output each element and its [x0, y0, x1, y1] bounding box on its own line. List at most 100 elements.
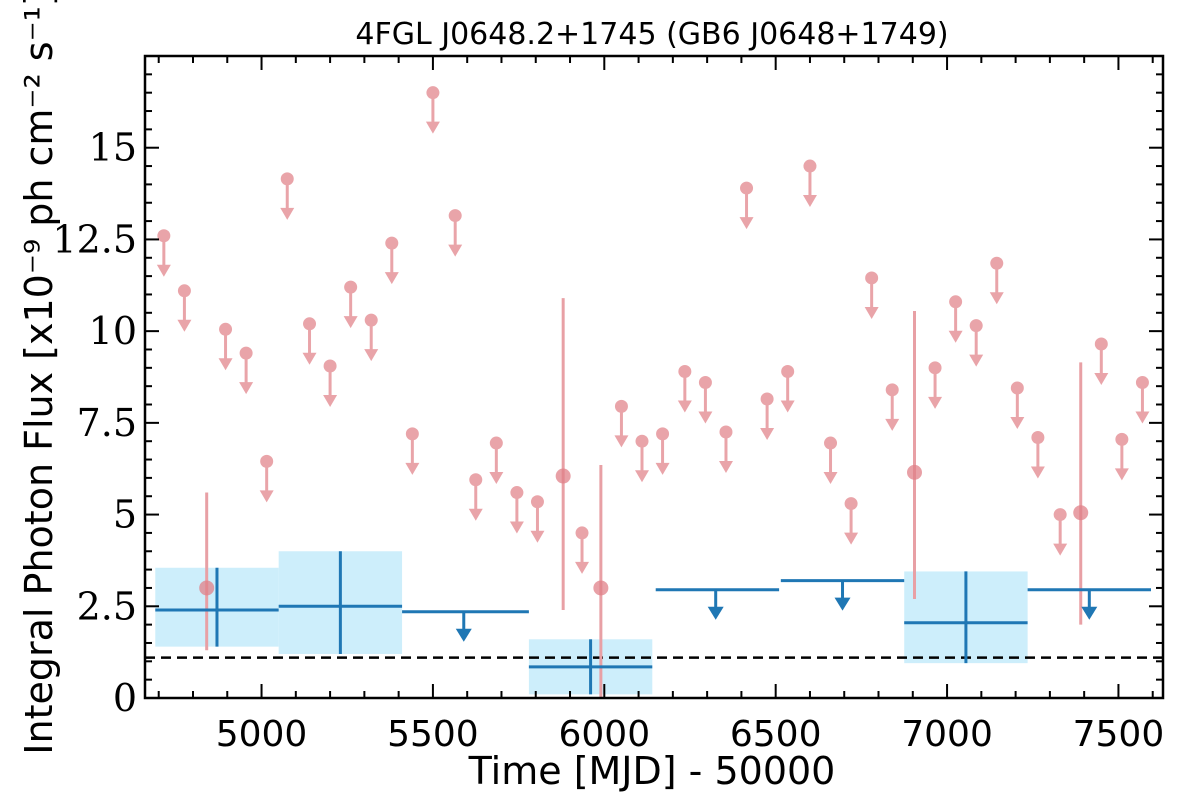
- ul-marker: [426, 86, 440, 100]
- ul-arrowhead: [1030, 466, 1045, 479]
- ul-arrowhead: [448, 244, 463, 257]
- ul-arrowhead: [177, 319, 192, 332]
- ul-arrowhead: [780, 400, 795, 413]
- x-tick-label: 7500: [1073, 714, 1165, 755]
- short-bin-upper-limit-12: [425, 86, 440, 134]
- long-bin-upper-limit-1: [655, 588, 780, 620]
- short-bin-upper-limit-0: [156, 229, 171, 277]
- short-bin-detection-2: [593, 465, 609, 698]
- ul-marker: [364, 313, 378, 327]
- short-bin-upper-limit-15: [489, 436, 504, 485]
- ul-arrowhead: [698, 411, 713, 424]
- long-bin-upper-limit-2: [780, 579, 905, 611]
- short-bin-upper-limit-23: [698, 376, 713, 424]
- x-tick-label: 7000: [901, 714, 993, 755]
- short-bin-upper-limit-20: [635, 434, 650, 483]
- ul-arrowhead: [989, 292, 1004, 305]
- ul-marker: [469, 473, 483, 487]
- ul-marker: [385, 236, 399, 250]
- ul-marker: [280, 172, 294, 186]
- detection-marker: [593, 580, 609, 596]
- detection-marker: [906, 464, 922, 480]
- ul-marker: [844, 497, 858, 511]
- ul-marker: [1135, 376, 1149, 390]
- ul-arrowhead: [928, 396, 943, 409]
- ul-marker: [157, 229, 171, 243]
- ul-arrowhead: [575, 561, 590, 574]
- ul-marker: [1115, 432, 1129, 446]
- short-bin-upper-limit-7: [323, 359, 338, 407]
- long-bin-detection-2: [528, 639, 653, 695]
- short-bin-upper-limit-34: [948, 295, 963, 343]
- ul-arrowhead: [1010, 417, 1025, 430]
- ul-arrowhead: [280, 207, 295, 220]
- ul-arrowhead: [760, 428, 775, 441]
- short-bin-upper-limit-6: [302, 317, 317, 365]
- ul-marker: [865, 271, 879, 285]
- short-bin-upper-limit-33: [928, 361, 943, 409]
- ul-arrowhead: [259, 490, 274, 503]
- ul-marker: [344, 280, 358, 294]
- ul-arrowhead: [1094, 372, 1109, 385]
- short-bin-upper-limit-14: [468, 473, 483, 521]
- short-bin-detection-3: [906, 310, 922, 599]
- x-tick-label: 6000: [558, 714, 650, 755]
- ul-marker: [405, 427, 419, 441]
- x-tick-label: 5000: [216, 714, 308, 755]
- ul-marker: [990, 256, 1004, 270]
- ul-arrowhead: [468, 508, 483, 521]
- ul-marker: [781, 364, 795, 378]
- plot-area: 5000 5500 6000 6500 7000 7500 0 2.5 5 7.5 10 12.5 15: [52, 54, 1165, 755]
- ul-marker: [1031, 431, 1045, 445]
- short-bin-detection-4: [1073, 362, 1089, 625]
- short-bin-upper-limit-32: [885, 383, 900, 431]
- ul-arrowhead: [948, 330, 963, 343]
- long-ul-arrowhead: [455, 628, 472, 642]
- short-bin-upper-limit-19: [614, 399, 629, 448]
- ul-marker: [719, 425, 733, 439]
- long-ul-arrowhead: [834, 597, 851, 611]
- ul-arrowhead: [739, 217, 754, 230]
- short-bin-upper-limit-1: [177, 284, 192, 332]
- y-tick-label: 15: [89, 126, 137, 170]
- short-bin-upper-limit-17: [530, 495, 545, 543]
- ul-arrowhead: [302, 352, 317, 365]
- x-tick-label: 5500: [387, 714, 479, 755]
- short-bin-upper-limit-29: [823, 436, 838, 485]
- chart-title: 4FGL J0648.2+1745 (GB6 J0648+1749): [355, 17, 948, 52]
- short-bin-upper-limit-13: [448, 209, 463, 257]
- ul-arrowhead: [969, 354, 984, 367]
- short-bin-upper-limit-28: [802, 159, 817, 208]
- ul-marker: [323, 359, 337, 373]
- short-bin-upper-limit-10: [384, 236, 399, 285]
- ul-arrowhead: [384, 272, 399, 285]
- short-bin-upper-limit-9: [364, 313, 379, 362]
- ul-marker: [260, 454, 274, 468]
- detection-marker: [555, 468, 571, 484]
- ul-arrowhead: [677, 400, 692, 413]
- y-axis-label: Integral Photon Flux [x10⁻⁹ ph cm⁻² s⁻¹]: [17, 0, 61, 755]
- ul-marker: [824, 436, 838, 450]
- y-tick-label: 5: [113, 493, 137, 537]
- ul-marker: [489, 436, 503, 450]
- ul-arrowhead: [1114, 468, 1129, 481]
- long-bin-upper-limit-3: [1027, 588, 1152, 620]
- ul-arrowhead: [1135, 411, 1150, 424]
- short-bin-detection-0: [199, 492, 215, 651]
- y-tick-label: 2.5: [77, 584, 137, 628]
- short-bin-upper-limit-41: [1114, 432, 1129, 481]
- ul-marker: [678, 364, 692, 378]
- ul-marker: [656, 427, 670, 441]
- ul-marker: [1053, 508, 1067, 522]
- ul-marker: [219, 322, 233, 336]
- y-tick-label: 10: [89, 309, 137, 353]
- long-bin-detection-0: [155, 567, 279, 647]
- ul-marker: [448, 209, 462, 223]
- ul-marker: [614, 399, 628, 413]
- ul-marker: [949, 295, 963, 309]
- ul-marker: [1094, 337, 1108, 351]
- long-bin-upper-limit-0: [402, 610, 529, 642]
- short-bin-upper-limit-27: [780, 364, 795, 413]
- ul-arrowhead: [802, 195, 817, 208]
- short-bin-upper-limit-31: [864, 271, 879, 319]
